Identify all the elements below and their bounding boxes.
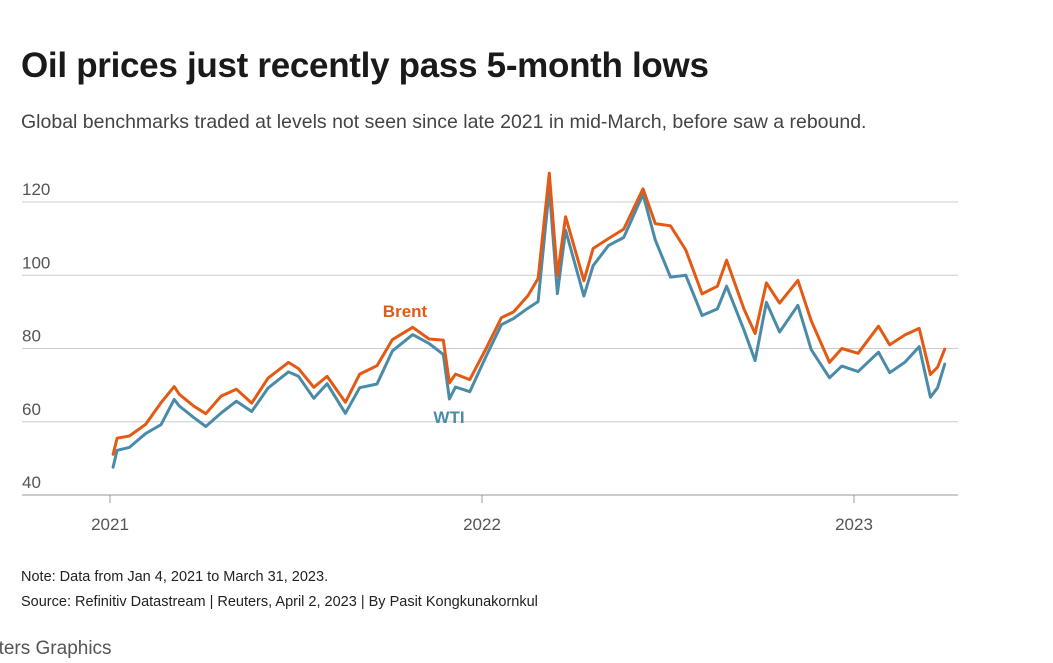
x-tick-label: 2023: [835, 515, 873, 534]
y-tick-label: 120: [22, 180, 50, 199]
y-tick-label: 100: [22, 253, 50, 272]
series-label-brent: Brent: [383, 302, 428, 321]
y-tick-label: 60: [22, 400, 41, 419]
y-tick-label: 80: [22, 327, 41, 346]
x-tick-label: 2021: [91, 515, 129, 534]
y-axis-ticks: 40 60 80 100 120: [22, 180, 50, 492]
y-tick-label: 40: [22, 473, 41, 492]
series-annotations: Brent WTI: [383, 302, 465, 427]
line-chart: 40 60 80 100 120 2021 2022 2023 Brent WTI: [22, 171, 958, 534]
series-lines: [111, 171, 947, 469]
series-line-brent: [111, 171, 947, 456]
data-note: Note: Data from Jan 4, 2021 to March 31,…: [21, 569, 329, 585]
x-tick-label: 2022: [463, 515, 501, 534]
x-axis-ticks: 2021 2022 2023: [91, 495, 873, 534]
series-label-wti: WTI: [433, 408, 464, 427]
source-note: Source: Refinitiv Datastream | Reuters, …: [21, 594, 538, 610]
chart-title: Oil prices just recently pass 5-month lo…: [21, 46, 709, 85]
chart-subtitle: Global benchmarks traded at levels not s…: [21, 111, 867, 133]
brand-footer: uters Graphics: [0, 638, 112, 659]
series-line-wti: [111, 186, 947, 469]
